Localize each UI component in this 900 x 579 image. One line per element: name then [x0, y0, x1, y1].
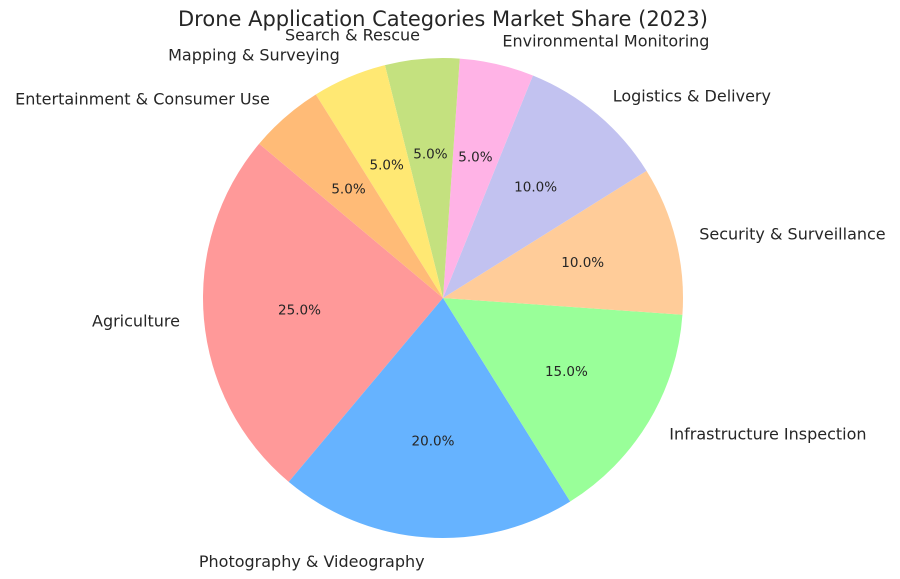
- percent-photography-and-videography: 20.0%: [412, 434, 455, 450]
- slice-search-and-rescue: [384, 57, 460, 298]
- label-entertainment-and-consumer-use: Entertainment & Consumer Use: [15, 89, 270, 108]
- pie-slices: [202, 57, 684, 538]
- percent-logistics-and-delivery: 10.0%: [514, 180, 557, 196]
- percent-labels: 25.0% 20.0% 15.0% 10.0% 10.0% 5.0% 5.0% 5.0% 5.0…: [278, 147, 604, 450]
- percent-environmental-monitoring: 5.0%: [458, 150, 492, 166]
- label-search-and-rescue: Search & Rescue: [285, 26, 420, 45]
- chart-title: Drone Application Categories Market Shar…: [178, 7, 708, 31]
- percent-agriculture: 25.0%: [278, 303, 321, 319]
- slice-entertainment-and-consumer-use: [259, 94, 443, 298]
- label-logistics-and-delivery: Logistics & Delivery: [613, 86, 771, 105]
- label-infrastructure-inspection: Infrastructure Inspection: [669, 425, 866, 444]
- label-environmental-monitoring: Environmental Monitoring: [502, 31, 709, 50]
- percent-infrastructure-inspection: 15.0%: [545, 364, 588, 380]
- category-labels: Agriculture Photography & Videography Infr…: [15, 26, 886, 571]
- slice-infrastructure-inspection: [443, 298, 683, 502]
- percent-search-and-rescue: 5.0%: [413, 147, 447, 163]
- percent-mapping-and-surveying: 5.0%: [370, 157, 404, 173]
- label-photography-and-videography: Photography & Videography: [199, 552, 425, 571]
- slice-environmental-monitoring: [443, 58, 533, 298]
- slice-agriculture: [202, 143, 443, 482]
- percent-security-and-surveillance: 10.0%: [561, 255, 604, 271]
- label-mapping-and-surveying: Mapping & Surveying: [168, 46, 340, 65]
- slice-security-and-surveillance: [443, 170, 684, 315]
- slice-photography-and-videography: [288, 298, 571, 538]
- label-agriculture: Agriculture: [92, 312, 180, 331]
- label-security-and-surveillance: Security & Surveillance: [699, 225, 885, 244]
- slice-logistics-and-delivery: [443, 75, 647, 298]
- slice-mapping-and-surveying: [315, 65, 443, 298]
- percent-entertainment-and-consumer-use: 5.0%: [331, 181, 365, 197]
